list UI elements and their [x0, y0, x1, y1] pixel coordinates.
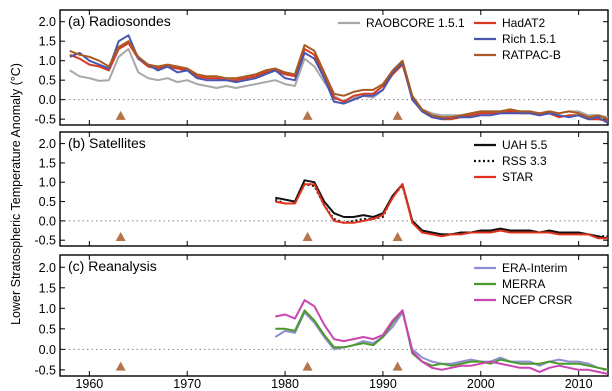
y-tick-label: 1.5: [39, 281, 56, 295]
volcano-eruption-marker: [302, 231, 313, 241]
legend-label: Rich 1.5.1: [502, 32, 556, 46]
legend-label: MERRA: [502, 277, 545, 291]
panel-title: (c) Reanalysis: [68, 258, 157, 274]
series-line: [69, 40, 609, 121]
y-tick-label: 2.0: [39, 15, 56, 29]
legend-label: RSS 3.3: [502, 154, 547, 168]
y-tick-label: 0.5: [39, 322, 56, 336]
y-tick-label: 2.0: [39, 137, 56, 151]
y-tick-label: -0.5: [34, 234, 56, 248]
y-tick-label: 1.5: [39, 35, 56, 49]
series-line: [275, 309, 609, 371]
panel-frame: [59, 9, 609, 126]
panel-frame: [59, 254, 609, 377]
legend-label: HadAT2: [502, 16, 545, 30]
x-tick-label: 1970: [173, 377, 201, 391]
volcano-eruption-marker: [392, 361, 403, 371]
series-line: [274, 311, 609, 371]
x-tick-label: 1980: [271, 377, 299, 391]
series-line: [274, 183, 608, 238]
legend-label: RATPAC-B: [502, 48, 561, 62]
y-tick-label: -0.5: [34, 363, 56, 377]
y-tick-label: 0.0: [39, 93, 56, 107]
panel-frame: [59, 131, 609, 247]
series-line: [275, 179, 609, 240]
panel-title: (b) Satellites: [68, 135, 146, 151]
volcano-eruption-marker: [302, 110, 313, 120]
legend-label: STAR: [502, 170, 533, 184]
volcano-eruption-marker: [392, 231, 403, 241]
x-tick-label: 1990: [369, 377, 397, 391]
y-tick-label: 0.5: [39, 74, 56, 88]
y-axis-label: Lower Stratospheric Temperature Anomaly …: [9, 63, 23, 325]
series-line: [275, 299, 609, 375]
volcano-eruption-marker: [115, 110, 126, 120]
y-tick-label: -0.5: [34, 113, 56, 127]
volcano-eruption-marker: [392, 110, 403, 120]
x-tick-label: 2000: [467, 377, 495, 391]
series-line: [69, 34, 609, 124]
y-tick-label: 2.0: [39, 261, 56, 275]
legend-label: RAOBCORE 1.5.1: [366, 16, 465, 30]
y-tick-label: 1.0: [39, 302, 56, 316]
y-tick-label: 0.0: [39, 343, 56, 357]
y-tick-label: 0.0: [39, 214, 56, 228]
panel-title: (a) Radiosondes: [68, 13, 171, 29]
x-tick-label: 2010: [565, 377, 593, 391]
volcano-eruption-marker: [115, 361, 126, 371]
volcano-eruption-marker: [302, 361, 313, 371]
legend-label: NCEP CRSR: [502, 293, 573, 307]
y-tick-label: 0.5: [39, 195, 56, 209]
y-tick-label: 1.0: [39, 54, 56, 68]
y-tick-label: 1.0: [39, 176, 56, 190]
legend-label: UAH 5.5: [502, 138, 548, 152]
volcano-eruption-marker: [115, 231, 126, 241]
x-tick-label: 1960: [75, 377, 103, 391]
legend-label: ERA-Interim: [502, 261, 567, 275]
y-tick-label: 1.5: [39, 156, 56, 170]
series-line: [275, 183, 608, 240]
